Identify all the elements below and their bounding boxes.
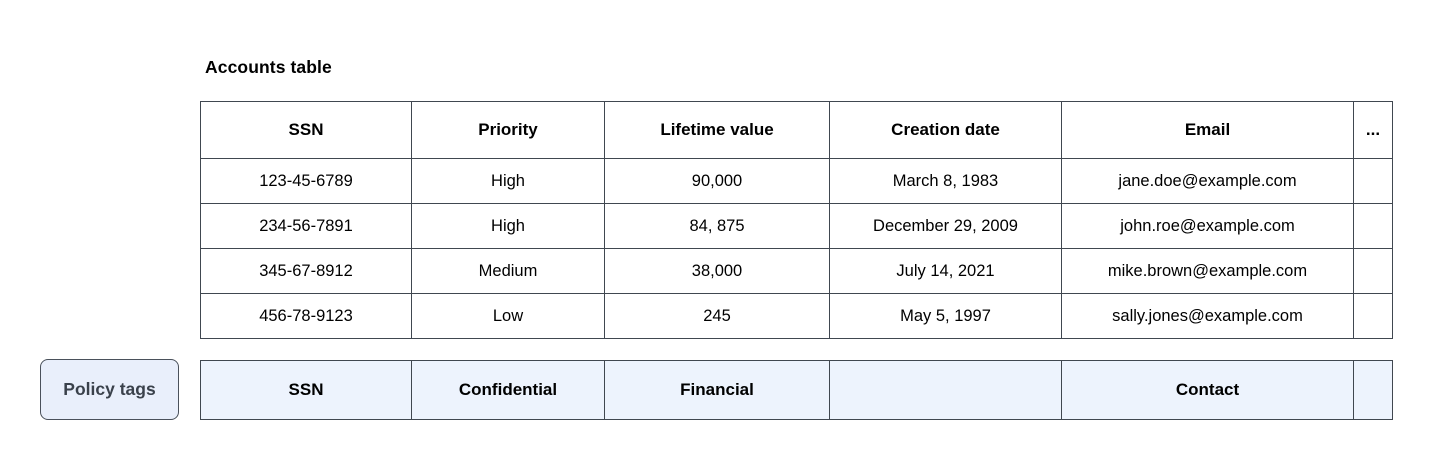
column-header-ssn: SSN xyxy=(200,101,412,159)
policy-tags-label: Policy tags xyxy=(40,359,179,420)
table-cell: July 14, 2021 xyxy=(829,248,1062,294)
column-header-more: ... xyxy=(1353,101,1393,159)
table-cell: jane.doe@example.com xyxy=(1061,158,1354,204)
policy-tags-label-text: Policy tags xyxy=(63,379,156,399)
column-header-creation-date: Creation date xyxy=(829,101,1062,159)
table-cell: 456-78-9123 xyxy=(200,293,412,339)
policy-tag-empty-last xyxy=(1353,360,1393,420)
table-cell: December 29, 2009 xyxy=(829,203,1062,249)
header-row: SSN Priority Lifetime value Creation dat… xyxy=(200,101,1393,159)
table-cell: High xyxy=(411,158,605,204)
table-cell: March 8, 1983 xyxy=(829,158,1062,204)
column-header-lifetime-value: Lifetime value xyxy=(604,101,830,159)
table-cell: Low xyxy=(411,293,605,339)
table-cell: Medium xyxy=(411,248,605,294)
policy-tag-confidential: Confidential xyxy=(411,360,605,420)
table-cell: 38,000 xyxy=(604,248,830,294)
table-cell: 234-56-7891 xyxy=(200,203,412,249)
table-cell: 90,000 xyxy=(604,158,830,204)
table-cell xyxy=(1353,158,1393,204)
table-cell xyxy=(1353,293,1393,339)
column-header-email: Email xyxy=(1061,101,1354,159)
table-cell: john.roe@example.com xyxy=(1061,203,1354,249)
table-cell: High xyxy=(411,203,605,249)
policy-tag-cells: SSN Confidential Financial Contact xyxy=(200,360,1393,420)
table-cell: 123-45-6789 xyxy=(200,158,412,204)
table-row: 234-56-7891 High 84, 875 December 29, 20… xyxy=(200,203,1393,249)
table-cell: mike.brown@example.com xyxy=(1061,248,1354,294)
table-row: 123-45-6789 High 90,000 March 8, 1983 ja… xyxy=(200,158,1393,204)
table-cell: 84, 875 xyxy=(604,203,830,249)
policy-tag-empty xyxy=(829,360,1062,420)
table-cell: sally.jones@example.com xyxy=(1061,293,1354,339)
table-cell: May 5, 1997 xyxy=(829,293,1062,339)
table-cell xyxy=(1353,248,1393,294)
column-header-priority: Priority xyxy=(411,101,605,159)
table-title: Accounts table xyxy=(205,57,332,77)
table-cell: 245 xyxy=(604,293,830,339)
accounts-table: SSN Priority Lifetime value Creation dat… xyxy=(200,101,1393,339)
policy-tag-financial: Financial xyxy=(604,360,830,420)
table-row: 456-78-9123 Low 245 May 5, 1997 sally.jo… xyxy=(200,293,1393,339)
policy-tag-ssn: SSN xyxy=(200,360,412,420)
table-cell xyxy=(1353,203,1393,249)
table-row: 345-67-8912 Medium 38,000 July 14, 2021 … xyxy=(200,248,1393,294)
policy-tag-contact: Contact xyxy=(1061,360,1354,420)
table-cell: 345-67-8912 xyxy=(200,248,412,294)
policy-tags-row: SSN Confidential Financial Contact xyxy=(200,360,1393,420)
